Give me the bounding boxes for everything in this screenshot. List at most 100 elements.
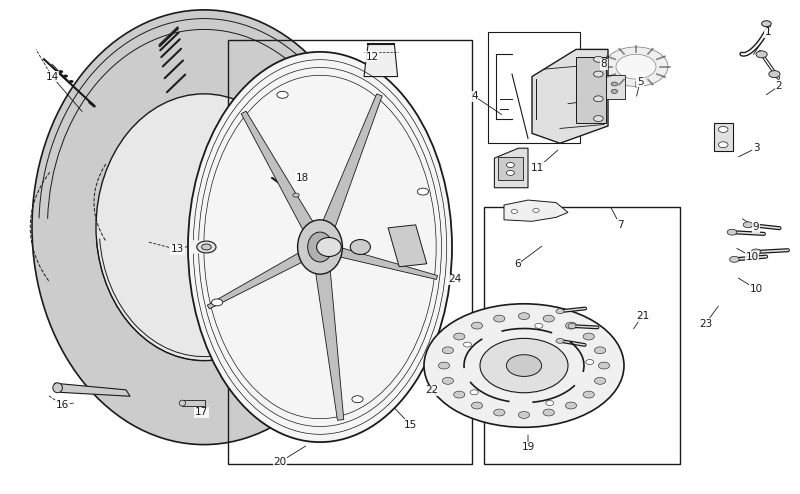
Polygon shape xyxy=(315,94,382,245)
Bar xyxy=(484,207,680,464)
Bar xyxy=(576,57,606,124)
Text: 19: 19 xyxy=(522,442,534,452)
Circle shape xyxy=(583,333,594,340)
Polygon shape xyxy=(364,44,398,77)
Circle shape xyxy=(718,142,728,148)
Polygon shape xyxy=(313,252,344,420)
Text: 16: 16 xyxy=(56,400,69,410)
Circle shape xyxy=(556,338,564,343)
Circle shape xyxy=(751,249,761,255)
Circle shape xyxy=(556,309,564,314)
Circle shape xyxy=(511,209,518,213)
Circle shape xyxy=(594,71,603,77)
Circle shape xyxy=(535,324,543,329)
Bar xyxy=(388,225,426,267)
Polygon shape xyxy=(504,200,568,221)
Circle shape xyxy=(352,396,363,403)
Circle shape xyxy=(471,402,482,409)
Ellipse shape xyxy=(350,240,370,254)
Circle shape xyxy=(583,391,594,398)
Polygon shape xyxy=(714,124,733,151)
Circle shape xyxy=(546,401,554,406)
Text: .com: .com xyxy=(292,290,348,322)
Circle shape xyxy=(470,390,478,395)
Circle shape xyxy=(211,299,222,306)
Circle shape xyxy=(63,75,68,78)
Bar xyxy=(228,40,472,464)
Polygon shape xyxy=(532,49,608,143)
Ellipse shape xyxy=(179,400,186,406)
Text: 13: 13 xyxy=(171,245,184,254)
Circle shape xyxy=(438,362,450,369)
Ellipse shape xyxy=(32,10,376,445)
Circle shape xyxy=(762,21,771,27)
Text: partsfish: partsfish xyxy=(227,207,413,287)
Circle shape xyxy=(442,347,454,354)
Circle shape xyxy=(518,313,530,320)
Circle shape xyxy=(568,324,576,329)
Circle shape xyxy=(494,315,505,322)
Circle shape xyxy=(442,377,454,384)
Ellipse shape xyxy=(308,232,332,262)
Text: 24: 24 xyxy=(448,274,461,284)
Text: 11: 11 xyxy=(531,163,544,173)
Circle shape xyxy=(293,193,299,197)
Circle shape xyxy=(424,304,624,427)
Bar xyxy=(182,400,205,406)
Text: 5: 5 xyxy=(637,77,643,86)
Text: 20: 20 xyxy=(274,457,286,467)
Circle shape xyxy=(543,315,554,322)
Circle shape xyxy=(566,322,577,329)
Ellipse shape xyxy=(317,238,342,256)
Circle shape xyxy=(756,51,767,58)
Text: 6: 6 xyxy=(514,259,521,269)
Circle shape xyxy=(604,47,668,86)
Circle shape xyxy=(58,70,63,73)
Polygon shape xyxy=(494,148,528,188)
Circle shape xyxy=(594,377,606,384)
Bar xyxy=(488,32,580,143)
Circle shape xyxy=(566,402,577,409)
Text: 15: 15 xyxy=(404,420,417,430)
Ellipse shape xyxy=(298,220,342,274)
Circle shape xyxy=(586,360,594,365)
Ellipse shape xyxy=(53,383,62,393)
Text: 10: 10 xyxy=(750,284,762,294)
Circle shape xyxy=(727,229,737,235)
Text: 21: 21 xyxy=(636,311,649,321)
Text: 22: 22 xyxy=(426,385,438,395)
Text: 7: 7 xyxy=(617,220,623,230)
Circle shape xyxy=(594,347,606,354)
Bar xyxy=(498,157,523,180)
Text: 17: 17 xyxy=(195,408,208,417)
Circle shape xyxy=(454,333,465,340)
Circle shape xyxy=(202,244,211,250)
Circle shape xyxy=(616,54,656,79)
Bar xyxy=(605,75,625,99)
Text: 1: 1 xyxy=(765,27,771,37)
Circle shape xyxy=(506,355,542,376)
Text: 12: 12 xyxy=(366,52,378,62)
Circle shape xyxy=(277,91,288,98)
Circle shape xyxy=(494,409,505,416)
Text: 3: 3 xyxy=(753,143,759,153)
Circle shape xyxy=(506,163,514,167)
Circle shape xyxy=(418,188,429,195)
Polygon shape xyxy=(322,243,438,280)
Circle shape xyxy=(69,80,74,83)
Circle shape xyxy=(543,409,554,416)
Circle shape xyxy=(454,391,465,398)
Circle shape xyxy=(533,208,539,212)
Circle shape xyxy=(718,126,728,132)
Circle shape xyxy=(769,71,780,78)
Circle shape xyxy=(480,338,568,393)
Text: 4: 4 xyxy=(471,91,478,101)
Circle shape xyxy=(594,96,603,102)
Text: 14: 14 xyxy=(46,72,58,82)
Circle shape xyxy=(197,241,216,253)
Circle shape xyxy=(506,170,514,175)
Circle shape xyxy=(598,362,610,369)
Circle shape xyxy=(594,116,603,122)
Polygon shape xyxy=(207,245,319,309)
Ellipse shape xyxy=(96,94,312,361)
